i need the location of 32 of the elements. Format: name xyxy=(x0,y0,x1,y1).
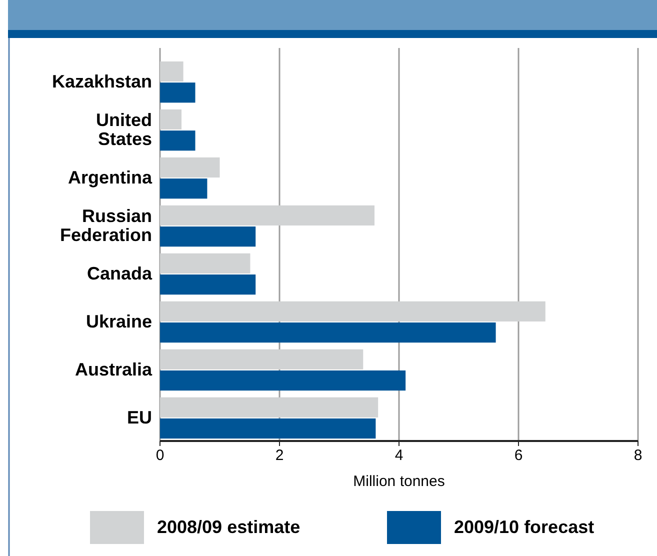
bar xyxy=(160,349,364,370)
bar xyxy=(160,226,256,247)
bar xyxy=(160,274,256,295)
x-tick-label: 0 xyxy=(156,447,164,464)
bar xyxy=(160,253,250,274)
legend-label: 2008/09 estimate xyxy=(157,516,300,537)
y-tick-label: United States xyxy=(96,110,152,149)
bar xyxy=(160,178,208,199)
bar xyxy=(160,130,196,151)
y-tick-label: Canada xyxy=(86,263,153,284)
bar xyxy=(160,157,220,178)
y-tick-label: Kazakhstan xyxy=(52,71,152,92)
x-tick-label: 6 xyxy=(514,447,523,464)
bar xyxy=(160,61,184,82)
bar xyxy=(160,109,182,130)
y-tick-label: EU xyxy=(126,407,152,428)
y-tick-label: Ukraine xyxy=(86,311,152,332)
bar xyxy=(160,82,196,103)
y-tick-label: Argentina xyxy=(68,167,153,188)
bar xyxy=(160,397,378,418)
bar xyxy=(160,205,375,226)
y-tick-label: Russian Federation xyxy=(60,206,152,245)
bar xyxy=(160,370,406,391)
x-axis-title: Million tonnes xyxy=(353,473,445,490)
bar xyxy=(160,301,546,322)
legend-label: 2009/10 forecast xyxy=(454,516,594,537)
bar xyxy=(160,418,376,439)
y-tick-label: Australia xyxy=(74,359,153,380)
bar xyxy=(160,322,496,343)
x-tick-label: 4 xyxy=(394,447,404,464)
x-tick-label: 8 xyxy=(634,447,642,464)
x-tick-label: 2 xyxy=(275,447,284,464)
